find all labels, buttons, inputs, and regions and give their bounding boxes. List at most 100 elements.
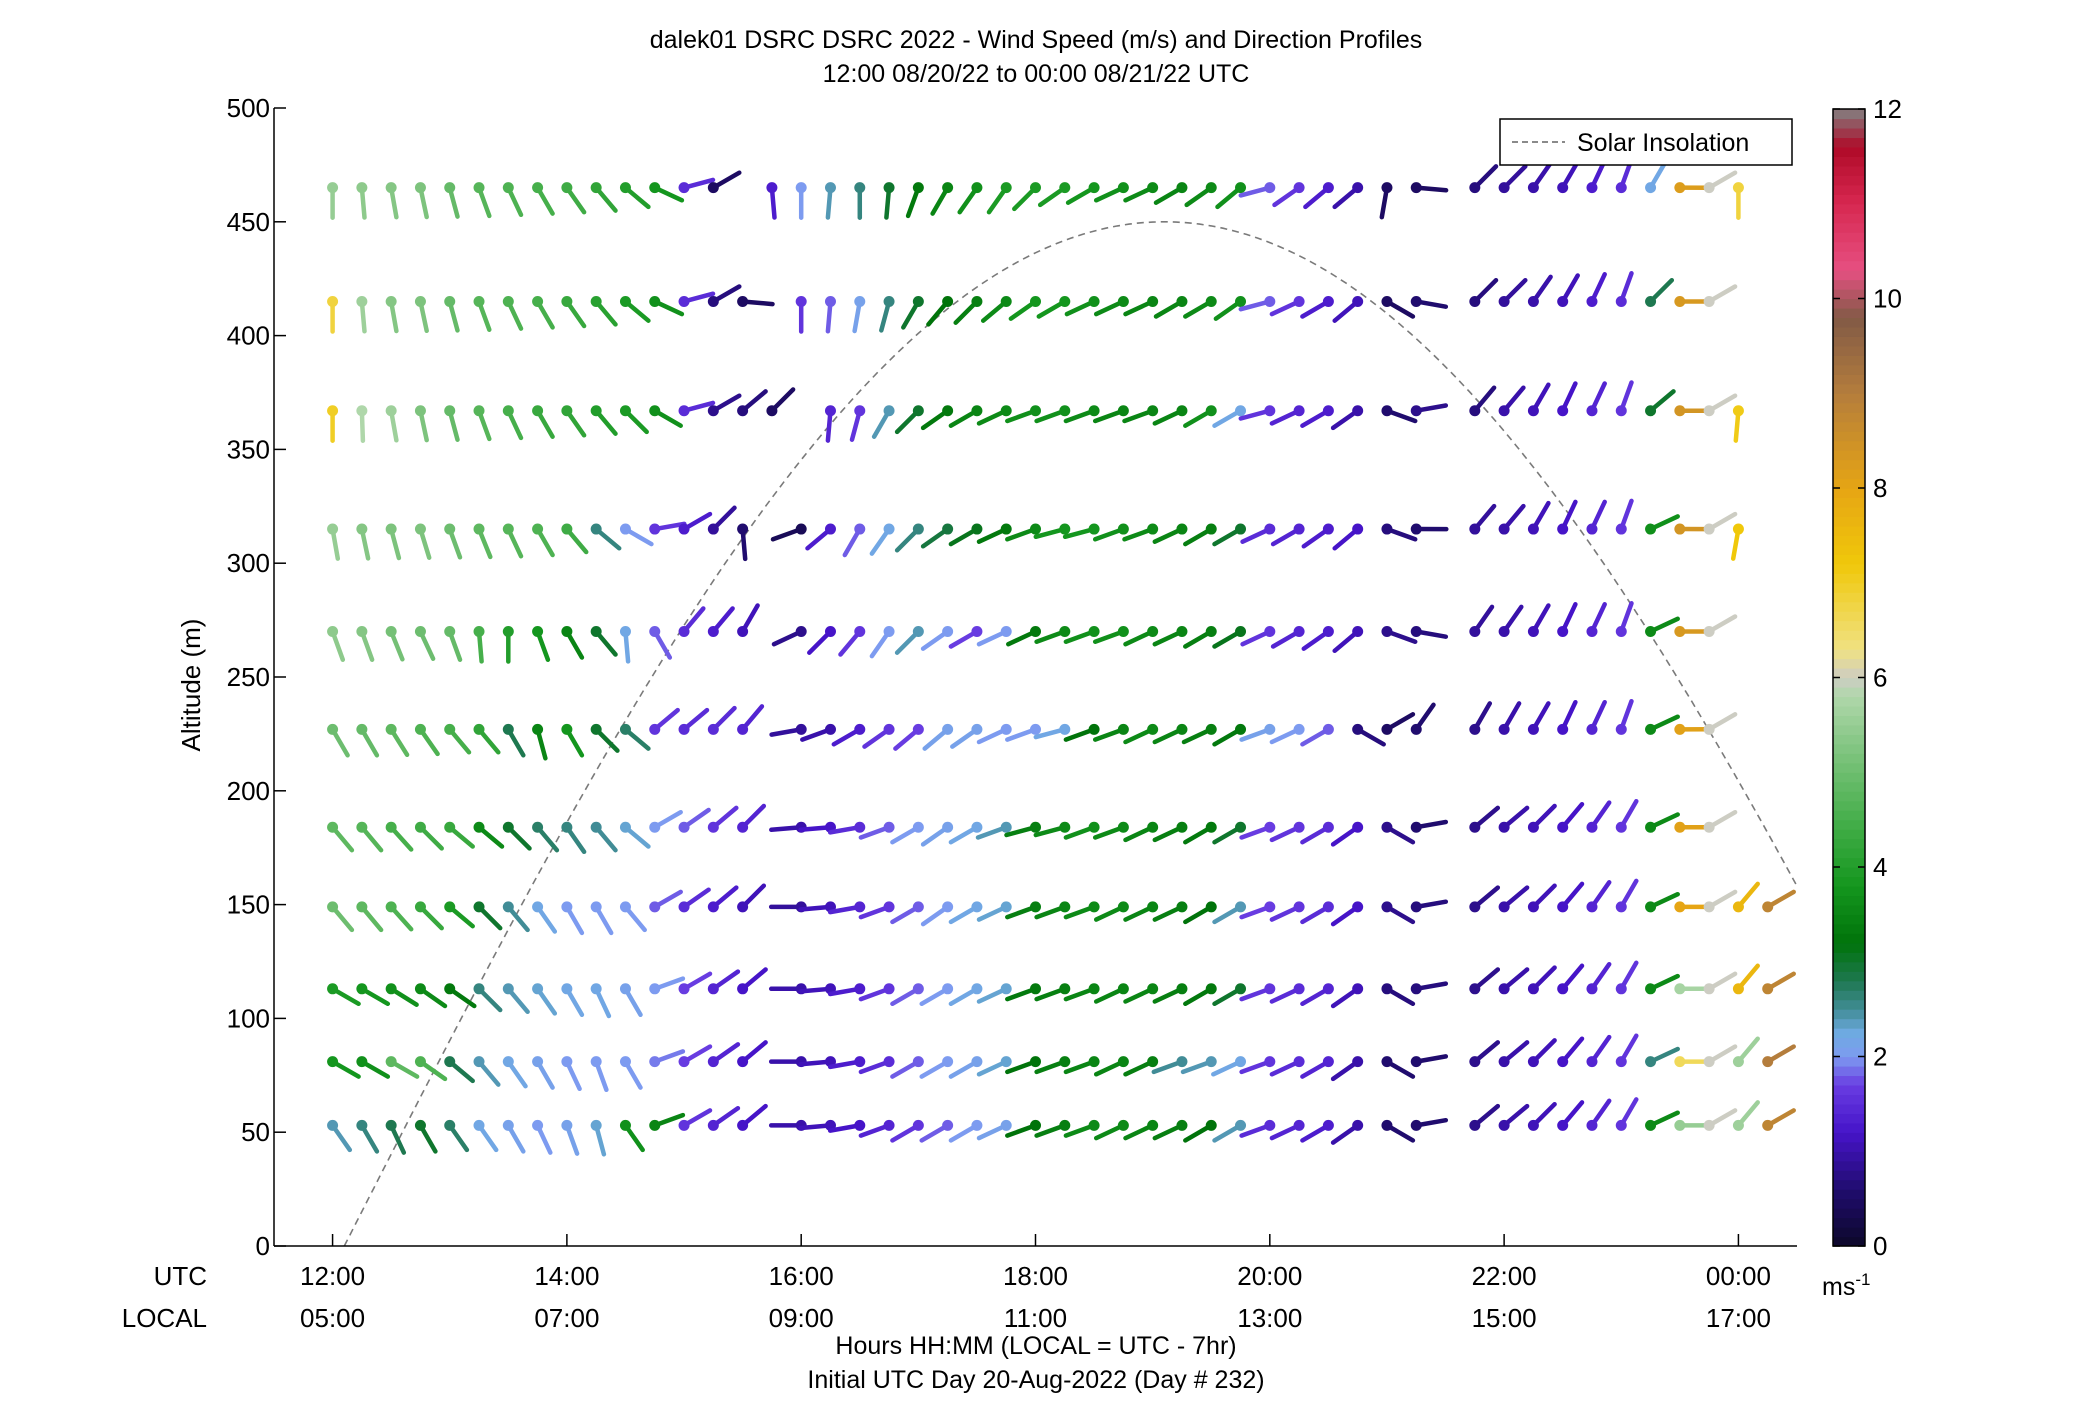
wind-barb-dot xyxy=(1615,523,1627,535)
wind-barb-dot xyxy=(1147,182,1159,194)
wind-barb-dot xyxy=(1205,295,1217,307)
wind-barb-dot xyxy=(1352,523,1364,535)
colorbar-segment xyxy=(1833,364,1865,375)
wind-barb-dot xyxy=(1293,983,1305,995)
colorbar-segment xyxy=(1833,241,1865,252)
wind-barb-dot xyxy=(327,182,339,194)
x-tick-label-utc: 18:00 xyxy=(1003,1261,1068,1291)
x-tick-label-utc: 12:00 xyxy=(300,1261,365,1291)
wind-barb-dot xyxy=(971,1119,983,1131)
colorbar-segment xyxy=(1833,307,1865,319)
wind-barb-dot xyxy=(356,821,368,833)
wind-barb-dot xyxy=(1527,983,1539,995)
wind-barb-dot xyxy=(1000,1056,1012,1068)
wind-barb-dot xyxy=(1176,182,1188,194)
wind-barb-dot xyxy=(883,523,895,535)
wind-barb-dot xyxy=(1030,983,1041,995)
wind-barb-dot xyxy=(532,625,544,637)
wind-barb-dot xyxy=(971,295,983,307)
wind-barb-dot xyxy=(1322,1119,1334,1131)
wind-barb-dot xyxy=(1703,295,1715,307)
wind-barb-dot xyxy=(1176,625,1188,637)
colorbar-segment xyxy=(1833,488,1865,499)
wind-barb-dot xyxy=(1469,1119,1481,1131)
wind-barb-dot xyxy=(1293,405,1305,417)
wind-barb-dot xyxy=(707,901,719,913)
wind-barb-dot xyxy=(1059,523,1071,535)
wind-barb-dot xyxy=(327,723,339,735)
wind-barb-dot xyxy=(1117,182,1129,194)
colorbar-tick-label: 4 xyxy=(1873,852,1887,882)
colorbar-segment xyxy=(1833,1160,1865,1171)
wind-barb-dot xyxy=(1381,295,1393,307)
wind-barb-dot xyxy=(912,1056,924,1068)
wind-barb-dot xyxy=(1615,821,1627,833)
wind-barb-dot xyxy=(1293,523,1305,535)
wind-barb-dot xyxy=(1235,821,1247,833)
y-tick-label: 0 xyxy=(256,1231,270,1261)
wind-barb-dot xyxy=(1030,821,1041,833)
wind-barb-dot xyxy=(1030,405,1041,417)
wind-barb-dot xyxy=(912,983,924,995)
wind-barb-dot xyxy=(561,405,573,417)
wind-barb-dot xyxy=(824,523,836,535)
wind-barb-dot xyxy=(1147,1119,1159,1131)
wind-barb-dot xyxy=(473,983,485,995)
wind-barb-dot xyxy=(854,625,866,637)
wind-barb-dot xyxy=(1176,983,1188,995)
wind-barb-dot xyxy=(1410,821,1422,833)
wind-barb-dot xyxy=(385,625,397,637)
wind-barb-dot xyxy=(385,295,397,307)
y-tick-label: 150 xyxy=(227,890,270,920)
wind-barb-dot xyxy=(1000,625,1012,637)
wind-barb-dot xyxy=(1586,625,1598,637)
wind-barb-dot xyxy=(1322,625,1334,637)
wind-barb-dot xyxy=(1498,625,1510,637)
wind-barb-dot xyxy=(1762,1119,1774,1131)
colorbar-segment xyxy=(1833,393,1865,404)
wind-barb-dot xyxy=(854,901,866,913)
colorbar-segment xyxy=(1833,1037,1865,1048)
wind-barb-dot xyxy=(678,625,690,637)
wind-barb-dot xyxy=(590,723,602,735)
wind-barb-dot xyxy=(356,901,368,913)
wind-barb-dot xyxy=(971,821,983,833)
colorbar-ticks: 0 2 4 6 8 10 12 xyxy=(1833,94,1902,1261)
colorbar-segment xyxy=(1833,421,1865,432)
wind-barb-dot xyxy=(590,983,602,995)
wind-barb-dot xyxy=(795,295,807,307)
wind-barb-dot xyxy=(1703,901,1715,913)
wind-barb-dot xyxy=(649,1119,661,1131)
wind-barb-dot xyxy=(590,523,602,535)
wind-barb-dot xyxy=(1586,723,1598,735)
wind-barb-dot xyxy=(532,901,544,913)
wind-barb-dot xyxy=(561,182,573,194)
y-axis-title: Altitude (m) xyxy=(176,619,206,752)
wind-barb-dot xyxy=(1469,983,1481,995)
wind-barb-dot xyxy=(1293,821,1305,833)
wind-barb-dot xyxy=(1352,1056,1364,1068)
colorbar-segment xyxy=(1833,952,1865,963)
wind-barb-dot xyxy=(942,523,954,535)
y-tick-label: 500 xyxy=(227,93,270,123)
x-tick-label-local: 05:00 xyxy=(300,1303,365,1333)
wind-barb-dot xyxy=(971,1056,983,1068)
wind-barb-dot xyxy=(1176,821,1188,833)
wind-barb-dot xyxy=(883,1056,895,1068)
colorbar-segment xyxy=(1833,810,1865,821)
wind-barb-dot xyxy=(1557,523,1569,535)
wind-barb-dot xyxy=(678,983,690,995)
wind-barb-dot xyxy=(1615,1056,1627,1068)
wind-barb-dot xyxy=(473,625,485,637)
wind-barb-dot xyxy=(1059,723,1071,735)
y-tick-label: 50 xyxy=(241,1117,270,1147)
wind-barb-dot xyxy=(1498,1056,1510,1068)
wind-barb-dot xyxy=(942,1056,954,1068)
wind-barb-dot xyxy=(1586,983,1598,995)
colorbar-segment xyxy=(1833,251,1865,262)
wind-barb-dot xyxy=(649,821,661,833)
wind-barb-dot xyxy=(619,1056,631,1068)
colorbar-segment xyxy=(1833,1047,1865,1058)
wind-barb-dot xyxy=(1000,821,1012,833)
colorbar-segment xyxy=(1833,355,1865,366)
